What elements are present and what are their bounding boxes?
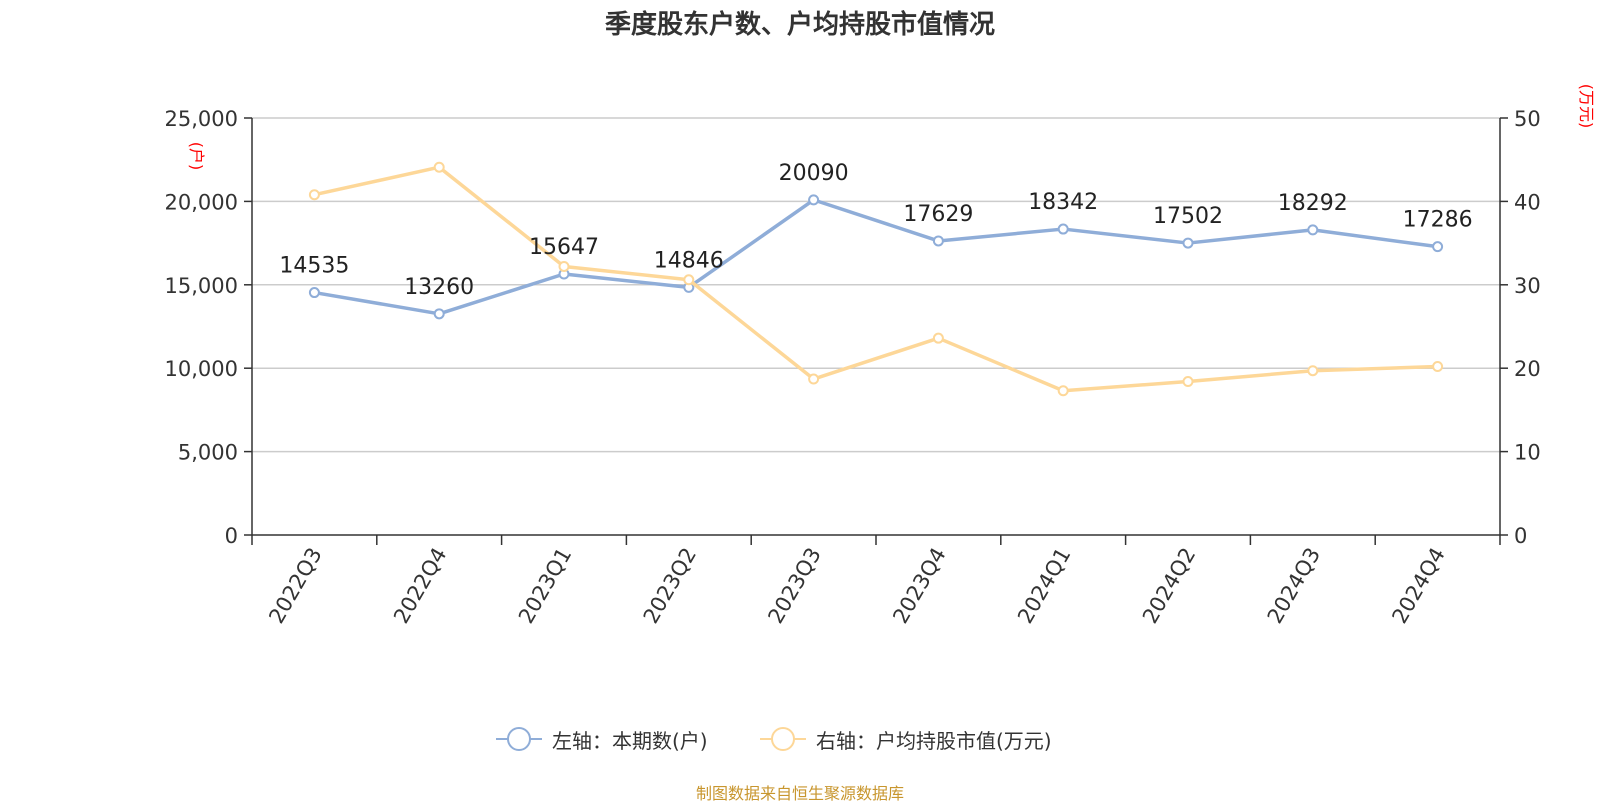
x-tick-label: 2022Q3 [264,544,326,628]
y-right-tick-label: 0 [1514,524,1527,548]
y-left-tick-label: 20,000 [165,190,238,214]
data-point-holders [1182,237,1194,249]
data-point-avg-value [683,274,695,286]
data-point-avg-value [308,189,320,201]
x-tick-label: 2023Q2 [639,544,701,628]
series-line-avg-value [314,165,1438,393]
legend-label-holders: 左轴：本期数(户) [552,728,708,753]
data-point-holders [932,235,944,247]
data-point-holders [308,287,320,299]
legend-item-avg-value[interactable]: 右轴：户均持股市值(万元) [758,724,1052,754]
x-tick-label: 2023Q1 [514,544,576,628]
legend-label-avg-value: 右轴：户均持股市值(万元) [816,728,1052,753]
y-left-tick-label: 15,000 [165,274,238,298]
data-point-avg-value [558,260,570,272]
data-point-holders [808,194,820,206]
data-point-avg-value [1307,365,1319,377]
data-point-holders [1307,224,1319,236]
data-label: 13260 [404,275,474,300]
y-right-tick-label: 30 [1514,274,1541,298]
data-point-avg-value [1057,385,1069,397]
data-point-avg-value [808,373,820,385]
legend-circle-icon [496,727,542,751]
y-right-tick-label: 40 [1514,190,1541,214]
x-tick-label: 2022Q4 [389,544,451,628]
chart-title: 季度股东户数、户均持股市值情况 [604,10,995,40]
data-label: 18292 [1278,191,1348,216]
data-point-holders [1432,241,1444,253]
x-tick-label: 2023Q3 [763,544,825,628]
footer-source: 制图数据来自恒生聚源数据库 [695,784,904,803]
data-point-avg-value [1432,361,1444,373]
data-labels: 14535 13260 15647 14846 20090 17629 18342 17502… [279,161,1472,300]
data-label: 17286 [1403,208,1473,233]
y-left-tick-label: 10,000 [165,357,238,381]
x-tick-label: 2024Q2 [1138,544,1200,628]
y-left-tick-label: 25,000 [165,107,238,131]
legend-circle-icon [760,727,806,751]
x-tick-label: 2023Q4 [888,544,950,628]
data-label: 14846 [654,248,724,273]
data-label: 15647 [529,235,599,260]
data-point-avg-value [433,161,445,173]
x-tick-label: 2024Q1 [1013,544,1075,628]
y-right-unit-label: (万元) [1577,84,1596,129]
x-tick-label: 2024Q3 [1263,544,1325,628]
data-point-avg-value [932,332,944,344]
series-lines [308,161,1444,397]
y-right-tick-label: 50 [1514,107,1541,131]
y-left-tick-label: 5,000 [178,441,238,465]
data-label: 17629 [903,202,973,227]
y-left-unit-label: (户) [187,142,206,171]
y-right-tick-label: 10 [1514,441,1541,465]
data-point-holders [433,308,445,320]
grid-lines [252,117,1500,453]
x-tick-label: 2024Q4 [1387,544,1449,628]
data-point-avg-value [1182,376,1194,388]
data-label: 18342 [1028,190,1098,215]
y-right-tick-label: 20 [1514,357,1541,381]
series-line-holders [314,198,1438,316]
data-label: 14535 [279,254,349,279]
data-label: 20090 [779,161,849,186]
y-left-tick-label: 0 [225,524,238,548]
legend-item-holders[interactable]: 左轴：本期数(户) [494,724,708,754]
data-point-holders [1057,223,1069,235]
data-label: 17502 [1153,204,1223,229]
